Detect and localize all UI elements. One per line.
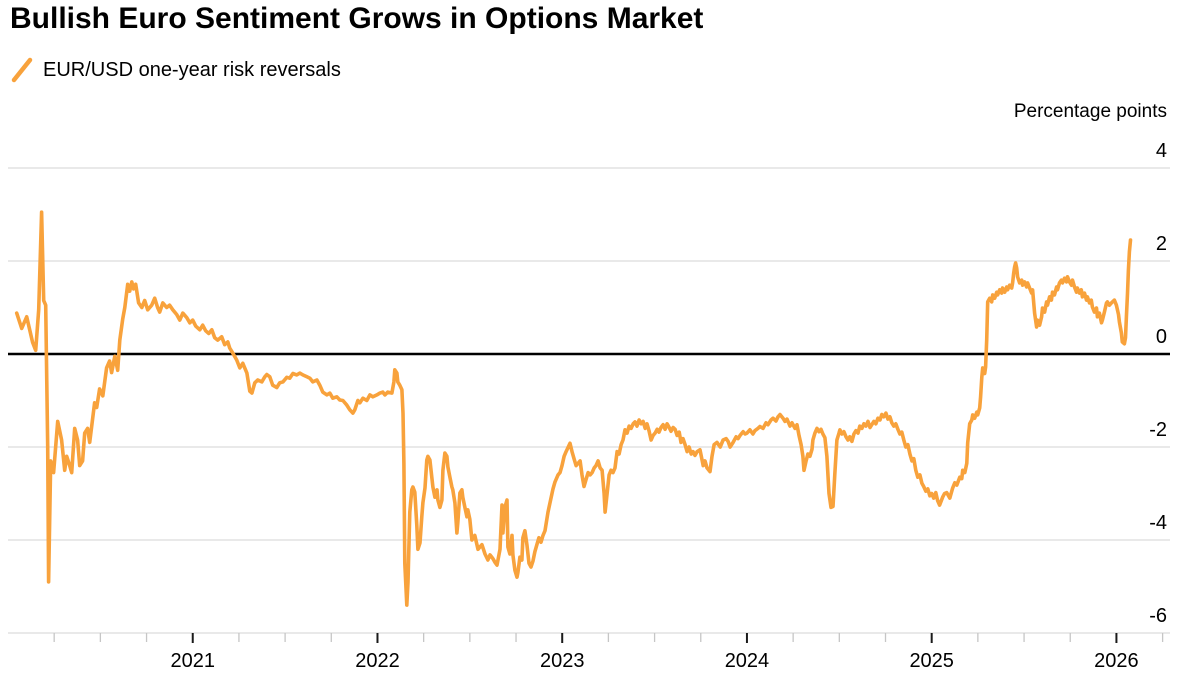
y-axis-label: -2 xyxy=(1149,419,1167,441)
x-axis-label: 2023 xyxy=(539,650,585,672)
series-line-icon xyxy=(11,57,33,83)
y-axis-label: 2 xyxy=(1155,233,1167,255)
x-axis-label: 2026 xyxy=(1094,650,1139,672)
legend: EUR/USD one-year risk reversals xyxy=(10,56,341,84)
y-axis-label: 0 xyxy=(1155,326,1167,348)
legend-label: EUR/USD one-year risk reversals xyxy=(43,58,341,81)
risk-reversal-line xyxy=(14,210,1133,607)
x-axis-label: 2021 xyxy=(170,650,215,672)
chart-title: Bullish Euro Sentiment Grows in Options … xyxy=(10,2,704,35)
x-axis-label: 2024 xyxy=(724,650,770,672)
x-axis-label: 2025 xyxy=(909,650,954,672)
y-axis-label: 4 xyxy=(1155,140,1167,162)
y-axis-label: -6 xyxy=(1149,605,1167,627)
x-axis-label: 2022 xyxy=(355,650,400,672)
y-axis-unit-label: Percentage points xyxy=(1013,101,1167,122)
y-axis-label: -4 xyxy=(1149,512,1167,534)
